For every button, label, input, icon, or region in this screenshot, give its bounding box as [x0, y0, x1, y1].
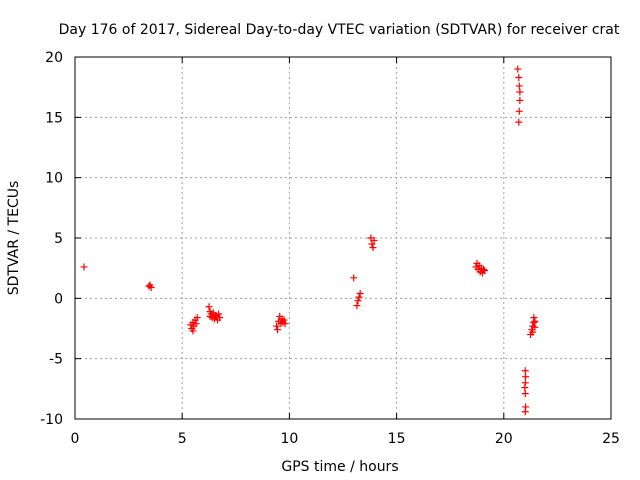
- data-point: [350, 274, 358, 282]
- data-point: [273, 322, 281, 330]
- y-tick-label: 20: [45, 50, 63, 66]
- data-point: [481, 267, 489, 275]
- data-point: [192, 320, 200, 328]
- x-tick-label: 15: [388, 431, 406, 447]
- data-point: [479, 265, 487, 273]
- data-points: [80, 65, 539, 416]
- data-point: [354, 297, 362, 305]
- data-point: [530, 314, 538, 322]
- data-point: [515, 118, 523, 126]
- y-tick-label: -10: [40, 412, 63, 428]
- data-point: [281, 320, 289, 328]
- data-point: [205, 303, 213, 311]
- data-point: [515, 74, 523, 82]
- data-point: [216, 314, 224, 322]
- y-tick-label: 0: [54, 291, 63, 307]
- x-tick-label: 25: [602, 431, 620, 447]
- y-tick-label: 10: [45, 171, 63, 187]
- x-tick-label: 20: [495, 431, 513, 447]
- axis-ticks: 0 5 10 15 20 25 -10 -5 0 5 10 15 20: [40, 50, 620, 447]
- data-point: [280, 316, 288, 324]
- data-point: [521, 384, 529, 392]
- chart-title: Day 176 of 2017, Sidereal Day-to-day VTE…: [59, 22, 620, 38]
- y-tick-label: -5: [49, 352, 63, 368]
- data-point: [193, 314, 201, 322]
- grid: [75, 57, 611, 419]
- data-point: [211, 311, 219, 319]
- x-tick-label: 0: [71, 431, 80, 447]
- x-tick-label: 10: [280, 431, 298, 447]
- y-tick-label: 15: [45, 110, 63, 126]
- data-point: [356, 290, 364, 298]
- data-point: [521, 390, 529, 398]
- data-point: [368, 240, 376, 248]
- data-point: [147, 283, 155, 291]
- data-point: [514, 65, 522, 73]
- data-point: [531, 317, 539, 325]
- data-point: [515, 82, 523, 90]
- x-tick-label: 5: [178, 431, 187, 447]
- data-point: [370, 236, 378, 244]
- data-point: [515, 107, 523, 115]
- data-point: [369, 244, 377, 252]
- y-axis-label: SDTVAR / TECUs: [6, 181, 22, 296]
- data-point: [531, 323, 539, 331]
- data-point: [516, 88, 524, 96]
- data-point: [355, 293, 363, 301]
- data-point: [274, 326, 282, 334]
- x-axis-label: GPS time / hours: [281, 459, 398, 475]
- data-point: [80, 263, 88, 271]
- data-point: [516, 96, 524, 104]
- data-point: [353, 302, 361, 310]
- data-point: [521, 367, 529, 375]
- y-tick-label: 5: [54, 231, 63, 247]
- data-point: [522, 373, 530, 381]
- data-point: [189, 327, 197, 335]
- data-point: [215, 310, 223, 318]
- data-point: [521, 408, 529, 416]
- data-point: [529, 328, 537, 336]
